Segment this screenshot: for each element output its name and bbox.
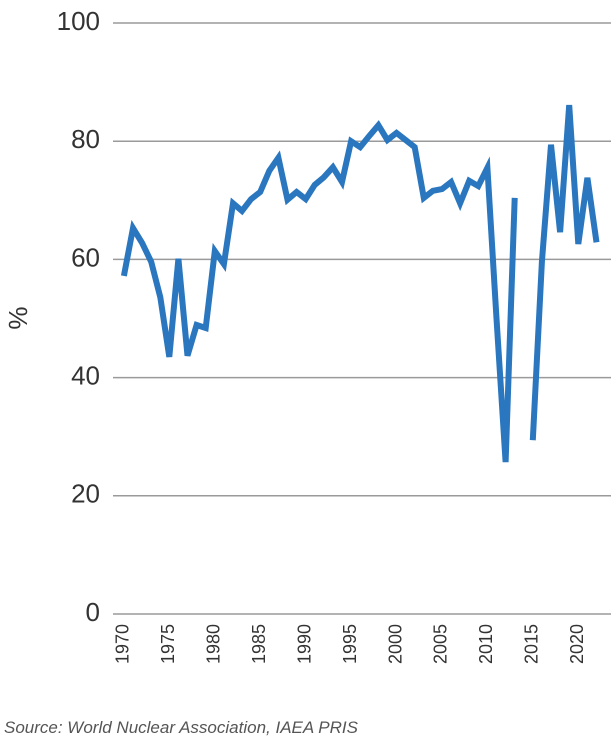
x-tick-label: 1975 bbox=[158, 624, 178, 664]
x-tick-label: 2005 bbox=[431, 624, 451, 664]
x-tick-label: 1970 bbox=[113, 624, 133, 664]
y-tick-label: 100 bbox=[57, 6, 100, 36]
x-tick-label: 1980 bbox=[204, 624, 224, 664]
y-tick-label: 60 bbox=[71, 242, 100, 272]
x-tick-label: 2015 bbox=[522, 624, 542, 664]
y-tick-label: 0 bbox=[86, 597, 100, 627]
source-note: Source: World Nuclear Association, IAEA … bbox=[4, 718, 359, 737]
y-axis-label: % bbox=[3, 306, 33, 329]
x-tick-label: 1985 bbox=[249, 624, 269, 664]
y-tick-label: 40 bbox=[71, 360, 100, 390]
y-tick-label: 20 bbox=[71, 479, 100, 509]
x-tick-label: 2010 bbox=[476, 624, 496, 664]
x-tick-label: 1995 bbox=[340, 624, 360, 664]
x-tick-label: 1990 bbox=[294, 624, 314, 664]
x-tick-label: 2000 bbox=[385, 624, 405, 664]
y-tick-label: 80 bbox=[71, 124, 100, 154]
data-line bbox=[120, 104, 600, 463]
x-tick-label: 2020 bbox=[567, 624, 587, 664]
